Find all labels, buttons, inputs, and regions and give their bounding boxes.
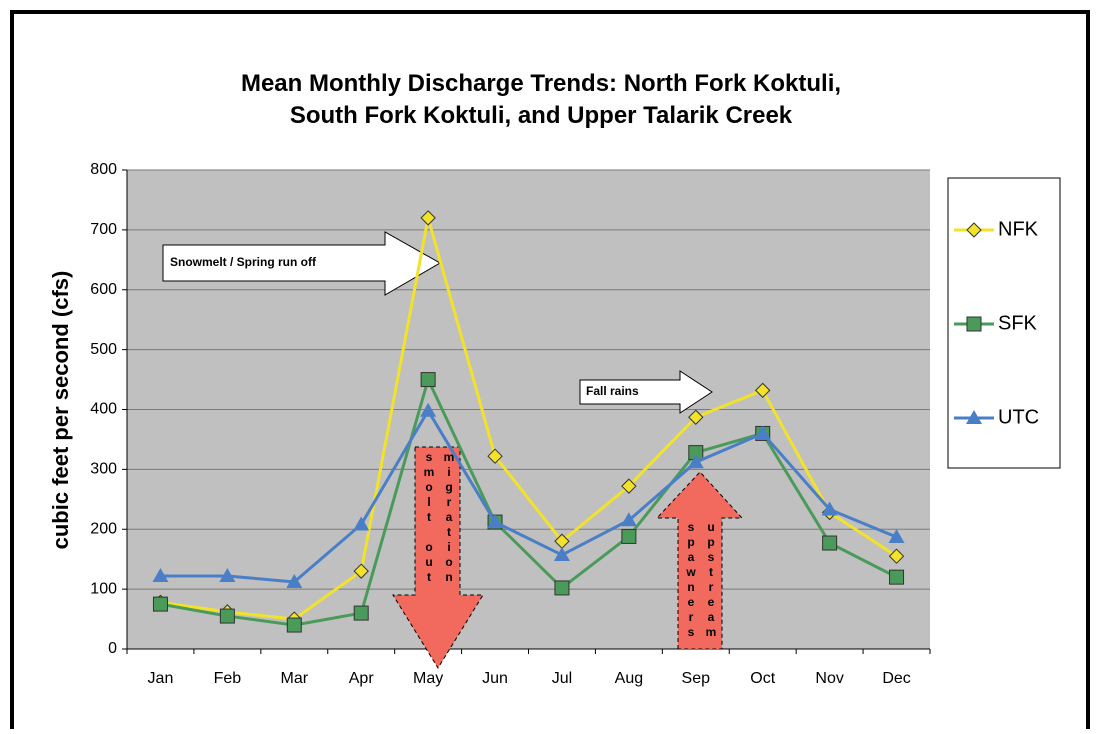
annotation: Fall rains [586,384,639,398]
x-tick-label: Mar [281,670,309,687]
marker [554,580,570,596]
y-tick-label: 400 [90,401,117,418]
marker [620,512,637,527]
marker [420,402,437,417]
marker [621,528,637,544]
series-line [160,375,898,627]
marker [966,410,982,424]
arrow [162,231,442,296]
annotation-box: spawners upstream [684,520,718,640]
series-line [160,407,898,584]
x-tick-label: Jul [552,670,572,687]
marker [888,529,905,544]
y-tick-label: 700 [90,221,117,238]
marker [487,448,503,464]
marker [353,563,369,579]
marker [152,596,168,612]
marker [420,210,436,226]
x-tick-label: Dec [882,670,910,687]
x-tick-label: Oct [750,670,775,687]
arrow [655,471,744,650]
marker [219,567,236,582]
x-tick-label: Jan [148,670,174,687]
x-tick-label: Feb [214,670,242,687]
annotation: spawners upstream [684,520,718,640]
marker [353,516,370,531]
y-tick-label: 800 [90,161,117,178]
marker [754,425,771,440]
marker [553,546,570,561]
marker [821,501,838,516]
marker [888,548,905,564]
marker [219,608,235,624]
marker [966,316,982,332]
y-axis-label: cubic feet per second (cfs) [48,271,73,550]
marker [286,617,302,633]
marker [286,573,303,588]
marker [755,382,771,399]
x-tick-label: Apr [349,670,375,687]
legend-label: NFK [998,218,1039,240]
marker [822,535,838,551]
title-box: Mean Monthly Discharge Trends: North For… [240,70,842,129]
y-tick-label: 0 [108,640,117,657]
frame [10,10,1090,729]
x-tick-label: Sep [682,670,711,687]
marker [687,454,704,469]
marker [688,409,704,425]
arrow [579,370,713,414]
marker [889,569,905,585]
annotation-box: smolt out migration [422,450,456,585]
marker [966,222,982,238]
chart-title: Mean Monthly Discharge Trends: North For… [240,70,842,129]
y-tick-label: 300 [90,461,117,478]
legend-label: SFK [998,312,1038,334]
marker [621,478,637,494]
marker [487,514,504,529]
marker [420,372,436,388]
y-tick-label: 100 [90,580,117,597]
marker [353,605,369,621]
y-tick-label: 200 [90,520,117,537]
series-line [160,217,898,621]
marker [152,567,169,582]
x-tick-label: Nov [815,670,843,687]
x-tick-label: May [413,670,443,687]
annotation: Snowmelt / Spring run off [170,255,317,269]
arrow [392,446,484,669]
legend-label: UTC [998,406,1039,428]
y-tick-label: 600 [90,281,117,298]
x-tick-label: Jun [482,670,508,687]
annotation: smolt out migration [422,450,456,585]
y-tick-label: 500 [90,341,117,358]
x-tick-label: Aug [615,670,643,687]
